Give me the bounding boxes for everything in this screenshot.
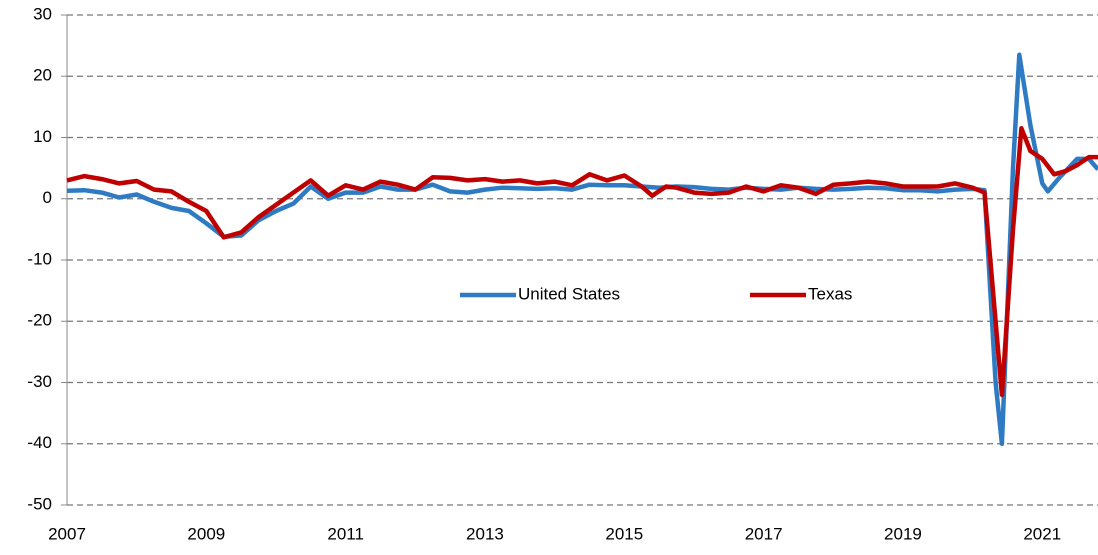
legend-label: United States — [518, 284, 620, 303]
x-tick-label: 2015 — [605, 524, 643, 543]
y-tick-label: 10 — [33, 127, 52, 146]
series-line — [66, 126, 1098, 398]
y-tick-label: -10 — [27, 249, 52, 268]
legend-label: Texas — [808, 284, 852, 303]
y-tick-label: -20 — [27, 311, 52, 330]
x-tick-label: 2007 — [48, 524, 86, 543]
x-tick-label: 2019 — [884, 524, 922, 543]
x-tick-label: 2009 — [187, 524, 225, 543]
x-tick-label: 2017 — [745, 524, 783, 543]
y-tick-label: -40 — [27, 433, 52, 452]
y-tick-label: -50 — [27, 494, 52, 513]
y-tick-label: 20 — [33, 66, 52, 85]
y-tick-label: 30 — [33, 4, 52, 23]
x-tick-label: 2013 — [466, 524, 504, 543]
x-tick-label: 2021 — [1023, 524, 1061, 543]
x-tick-label: 2011 — [327, 524, 364, 543]
y-tick-label: 0 — [43, 188, 52, 207]
series-line — [66, 52, 1098, 447]
y-tick-label: -30 — [27, 372, 52, 391]
